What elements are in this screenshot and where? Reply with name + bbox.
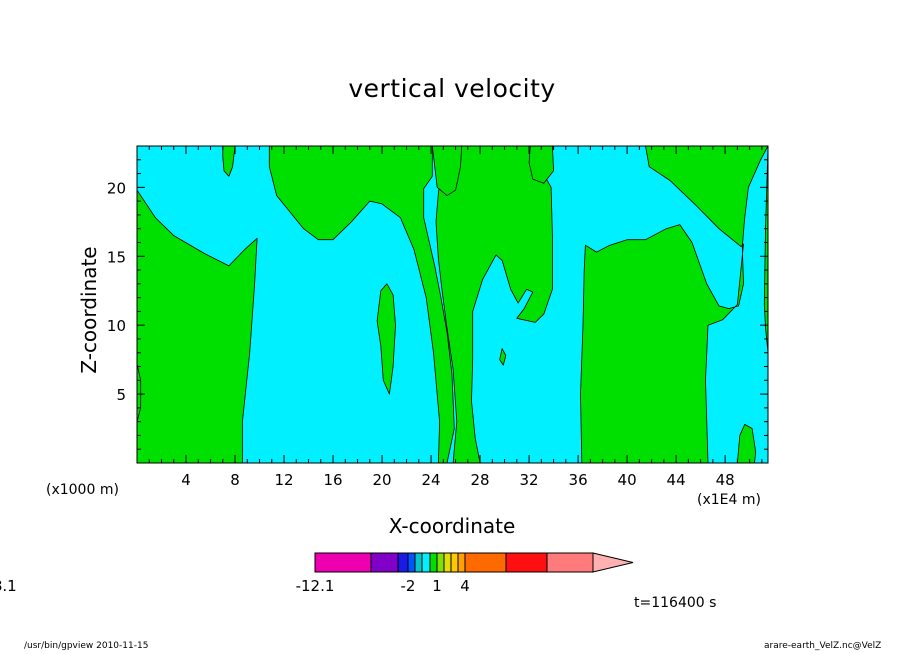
colorbar-box <box>450 552 459 573</box>
colorbar-box <box>397 552 409 573</box>
colorbar-tick-label: -12.1 <box>296 577 335 595</box>
colorbar-box <box>429 552 438 573</box>
time-label: t=116400 s <box>634 595 717 611</box>
colorbar-box <box>505 552 548 573</box>
x-tick-label: 28 <box>471 471 490 489</box>
colorbar-box <box>546 552 594 573</box>
y-tick-label: 5 <box>116 386 126 404</box>
footer-source: arare-earth_VelZ.nc@VelZ <box>764 641 882 651</box>
x-tick-label: 8 <box>230 471 240 489</box>
colorbar-box <box>414 552 423 573</box>
x-tick-label: 20 <box>373 471 392 489</box>
colorbar-box <box>443 552 452 573</box>
contour-regions <box>136 145 769 464</box>
y-unit-label: (x1000 m) <box>46 482 119 498</box>
colorbar-box <box>370 552 399 573</box>
colorbar-tick-label: 1 <box>432 577 442 595</box>
y-axis-label: Z-coordinate <box>77 246 101 374</box>
colorbar-tick-label: -2 <box>401 577 416 595</box>
colorbar-tick-label: 4 <box>460 577 470 595</box>
x-tick-label: 32 <box>520 471 539 489</box>
colorbar-box <box>457 552 466 573</box>
x-tick-label: 36 <box>569 471 588 489</box>
colorbar-box <box>464 552 507 573</box>
footer-program: /usr/bin/gpview 2010-11-15 <box>24 641 149 651</box>
colorbar-box <box>407 552 416 573</box>
x-tick-label: 40 <box>618 471 637 489</box>
contour-green-top-band <box>268 145 553 464</box>
x-tick-label: 44 <box>667 471 686 489</box>
page-title: vertical velocity <box>348 74 556 103</box>
y-tick-label: 10 <box>107 317 126 335</box>
x-tick-label: 48 <box>716 471 735 489</box>
contour-green-lens <box>376 283 396 395</box>
plot-frame <box>136 145 769 464</box>
colorbar-box <box>421 552 431 573</box>
y-tick-label: 20 <box>107 179 126 197</box>
contour-green-right-band <box>580 145 769 464</box>
colorbar-box <box>314 552 372 573</box>
y-tick-label: 15 <box>107 248 126 266</box>
x-tick-label: 24 <box>422 471 441 489</box>
colorbar-tick-label: 18.1 <box>0 577 17 595</box>
colorbar: -12.1 -2 14 18.1 <box>0 552 634 595</box>
x-axis-label: X-coordinate <box>388 514 516 538</box>
x-tick-label: 16 <box>323 471 342 489</box>
x-unit-label: (x1E4 m) <box>697 492 761 508</box>
colorbar-extend-arrow <box>592 552 634 573</box>
x-tick-label: 4 <box>181 471 191 489</box>
colorbar-box <box>436 552 445 573</box>
contour-green-dot <box>499 348 507 366</box>
x-tick-label: 12 <box>274 471 293 489</box>
